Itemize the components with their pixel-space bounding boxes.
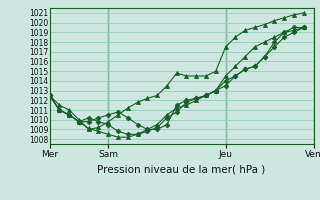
X-axis label: Pression niveau de la mer( hPa ): Pression niveau de la mer( hPa )	[98, 164, 266, 174]
